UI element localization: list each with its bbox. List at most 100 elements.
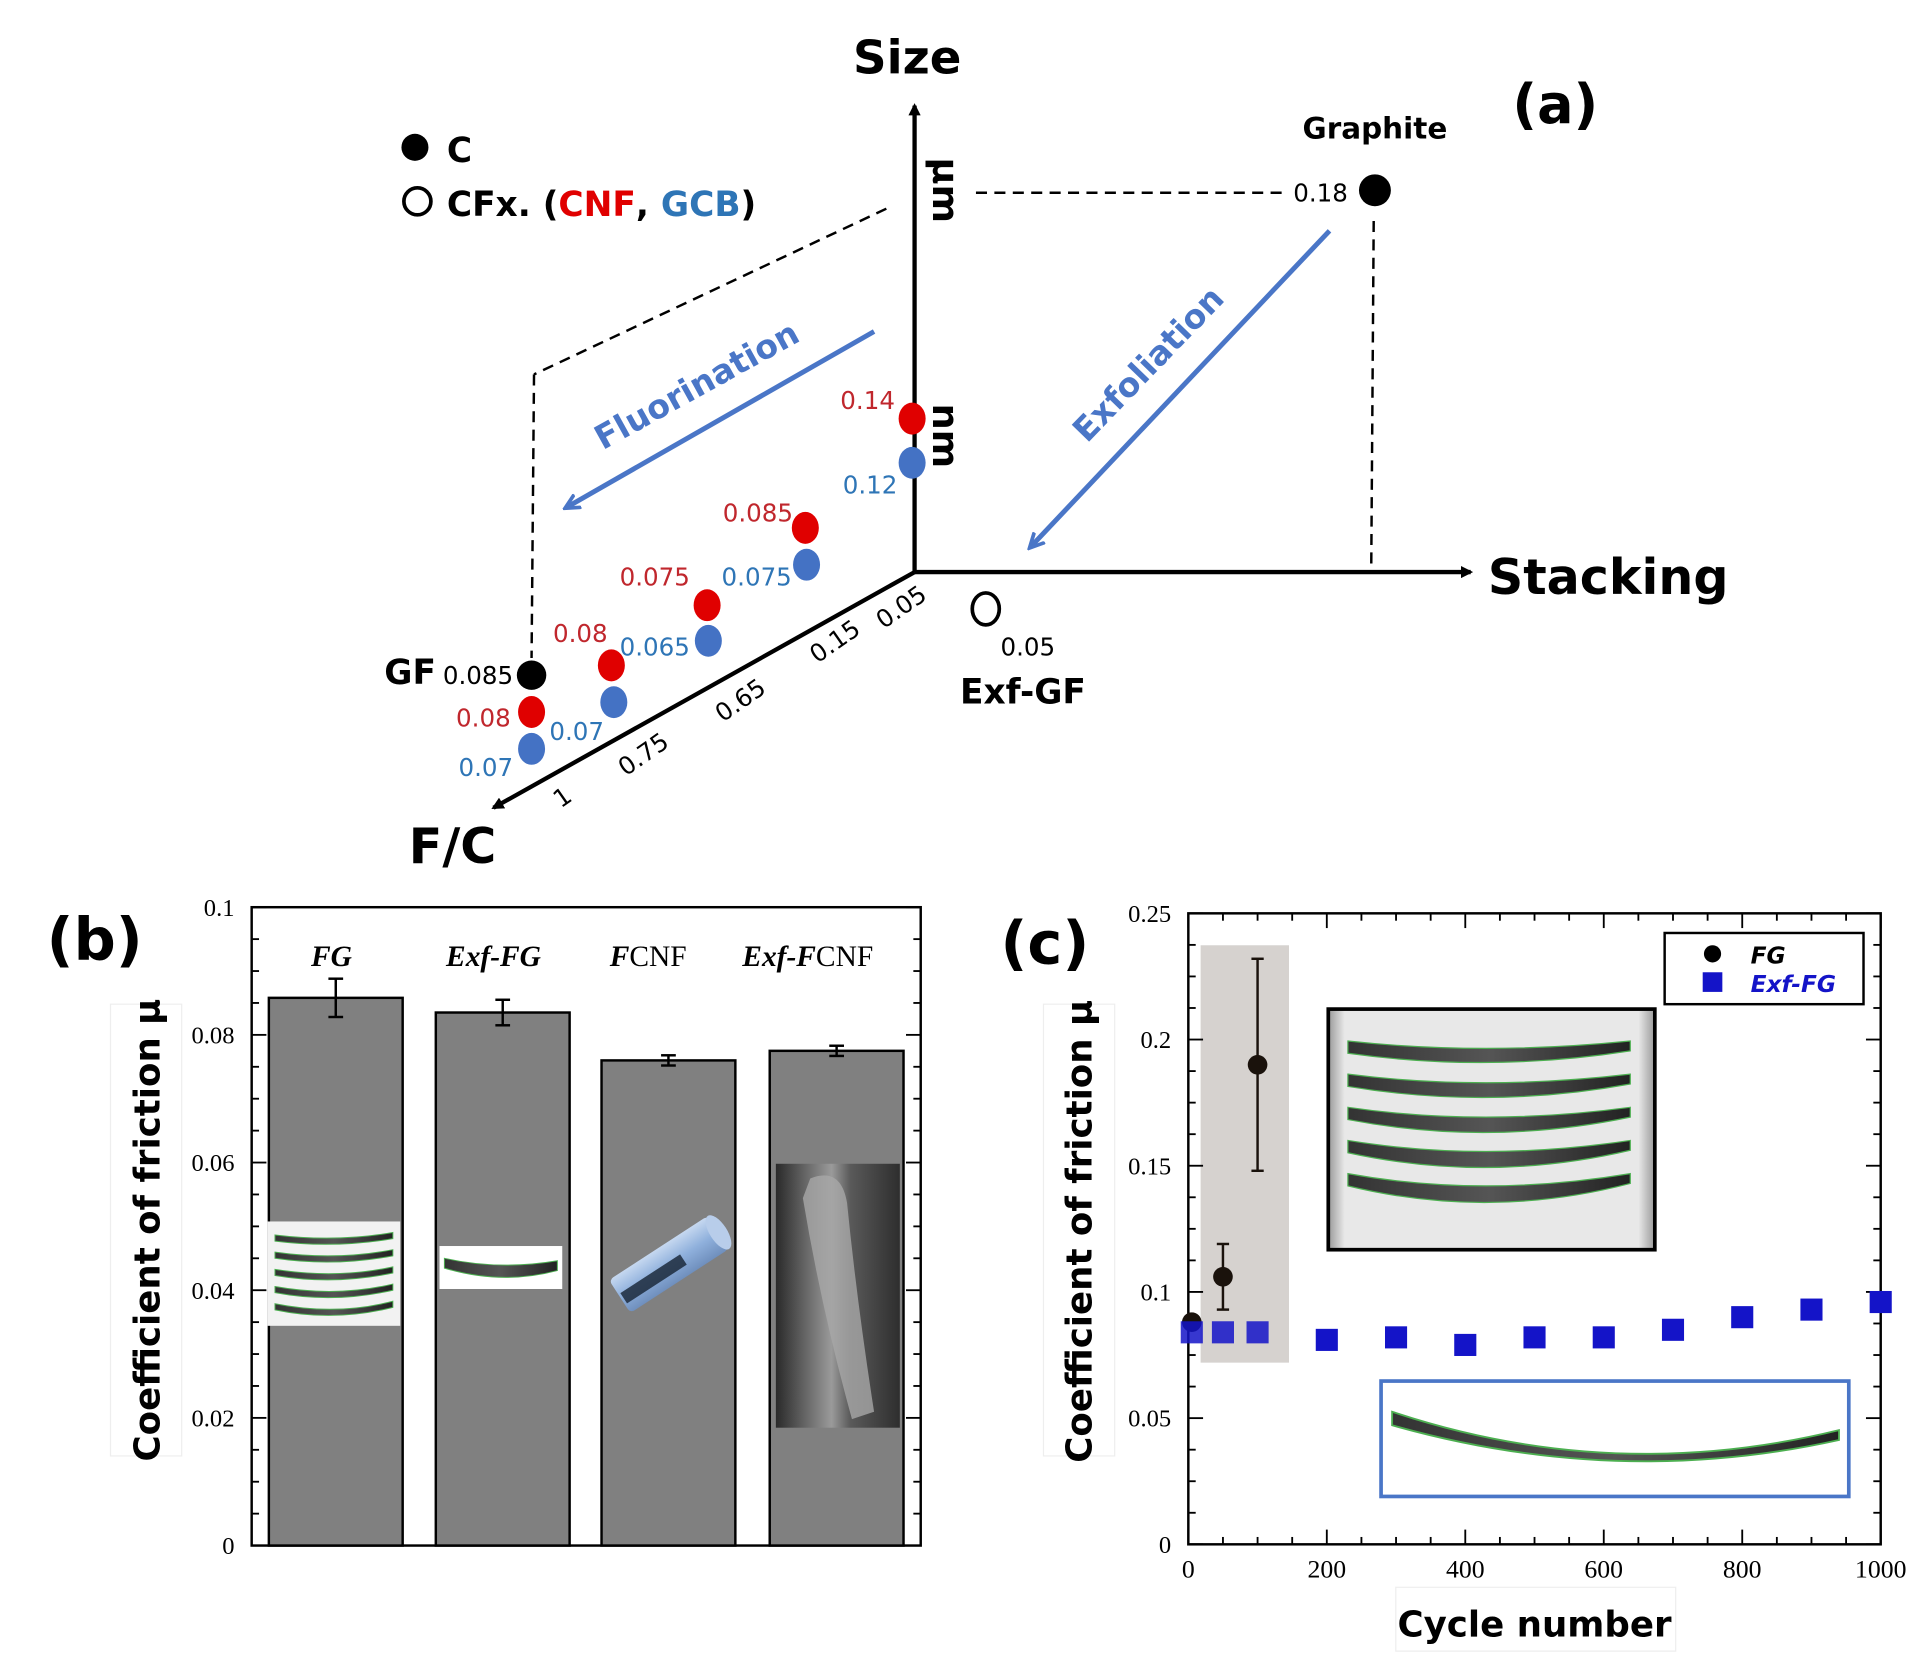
c-x-tick-label: 1000 (1855, 1554, 1907, 1583)
c-x-tick-label: 0 (1182, 1554, 1195, 1583)
c-plot-area: 0 0.05 0.1 0.15 0.2 0.25 0 200 400 600 800 1000 FGEx… (1128, 901, 1906, 1584)
b-y-axis-label: Coefficient of friction µ (128, 999, 169, 1462)
cnf-point-label: 0.075 (620, 563, 690, 592)
fg-point (1247, 1054, 1268, 1075)
graphene-layer (1347, 1073, 1631, 1099)
gcb-point-label: 0.07 (458, 753, 513, 782)
c-y-tick-label: 0.2 (1140, 1027, 1171, 1054)
exf-fg-point (1211, 1321, 1235, 1344)
legend-fg-marker (1703, 945, 1722, 963)
cnf-point (898, 402, 926, 435)
graphene-layer (1347, 1139, 1631, 1169)
exf-gf-marker (970, 591, 1002, 627)
graphene-layer (1347, 1106, 1631, 1134)
cnf-point-label: 0.08 (456, 704, 511, 733)
c-y-tick-label: 0.05 (1128, 1406, 1171, 1433)
nanofiber-core (620, 1254, 687, 1304)
graphene-layer (274, 1231, 394, 1245)
um-label: µm (924, 158, 967, 223)
exf-fg-point (1661, 1318, 1685, 1341)
gcb-point-label: 0.12 (843, 470, 898, 499)
bar-category-label: Exf-FCNF (741, 941, 873, 973)
exfoliation-arrow (1031, 229, 1332, 546)
fg-structure-image (267, 1221, 401, 1326)
b-plot-area: 00.020.040.060.080.1FG Exf-FG FCNF Exf-FCNF (192, 895, 922, 1560)
graphite-marker (1358, 174, 1391, 207)
sem-fiber (802, 1175, 875, 1420)
fc-tick-label: 0.05 (870, 579, 931, 634)
cfx-points: 0.14 0.12 0.085 0.075 0.075 0.065 0.08 0.07 0.08… (456, 386, 926, 782)
gf-label: GF (384, 653, 436, 693)
exf-fg-point (1523, 1326, 1546, 1349)
fg-stack-inset (1326, 1007, 1657, 1252)
c-x-tick-label: 200 (1307, 1554, 1346, 1583)
fc-axis (491, 570, 916, 810)
cnf-point (693, 589, 721, 622)
gf-guide-v (530, 374, 536, 659)
bar-category-label: FG (310, 941, 352, 973)
cnf-point-label: 0.085 (723, 499, 793, 528)
gf-marker (516, 660, 547, 690)
gf-guide-top (533, 207, 887, 376)
category-italic: FG (310, 941, 352, 973)
c-y-axis-label: Coefficient of friction µ (1059, 1000, 1100, 1463)
size-axis-label: Size (853, 31, 961, 85)
c-y-tick-label: 0.25 (1128, 901, 1171, 928)
exf-fg-point (1731, 1306, 1754, 1329)
graphene-layer (274, 1266, 394, 1281)
panel-label-c: (c) (1001, 909, 1090, 978)
exf-fg-structure-image (439, 1246, 563, 1289)
panel-label-a: (a) (1512, 73, 1598, 136)
legend-gcb: GCB (661, 185, 741, 225)
category-italic: F (609, 941, 630, 973)
fcnf-nanofiber-image (610, 1215, 732, 1312)
legend-cfx-marker (402, 185, 433, 217)
gf-value: 0.085 (443, 661, 513, 690)
legend-cnf: CNF (558, 185, 635, 225)
bar-category-label: FCNF (609, 941, 687, 973)
early-cycles-highlight (1200, 945, 1289, 1363)
c-y-tick-label: 0.15 (1128, 1153, 1171, 1180)
fc-tick-label: 0.15 (804, 614, 865, 669)
bar-fcnf (600, 1059, 737, 1547)
category-italic: Exf-F (741, 941, 816, 973)
b-y-tick-label: 0.02 (192, 1405, 235, 1432)
legend-cfx-prefix: CFx. ( (447, 185, 559, 225)
graphite-label: Graphite (1303, 112, 1448, 146)
gcb-point (694, 624, 722, 657)
c-xlabel-box (1395, 1586, 1677, 1652)
fg-point (1213, 1266, 1233, 1287)
c-x-tick-label: 400 (1446, 1554, 1485, 1583)
legend-suffix: ) (741, 185, 757, 225)
exf-fg-point (1592, 1326, 1615, 1349)
panel-label-b: (b) (47, 905, 143, 974)
graphene-layer (274, 1300, 394, 1316)
legend-c-marker (401, 133, 429, 161)
fc-axis-label: F/C (409, 817, 497, 875)
category-plain: CNF (816, 941, 873, 973)
b-y-tick-label: 0.08 (192, 1022, 235, 1049)
b-y-tick-label: 0.04 (192, 1278, 235, 1305)
b-y-tick-label: 0.1 (204, 895, 235, 922)
cnf-point (791, 511, 819, 544)
legend-cfx-label: CFx. (CNF, GCB) (447, 185, 756, 225)
graphite-guide-v (1370, 220, 1375, 568)
gcb-point (898, 446, 926, 479)
graphene-layer (274, 1249, 394, 1263)
gcb-point-label: 0.065 (620, 633, 690, 662)
exf-fg-point (1384, 1326, 1408, 1349)
exf-fg-point (1180, 1321, 1203, 1344)
gcb-point (518, 732, 546, 765)
graphene-layer (274, 1283, 394, 1299)
exf-fcnf-sem-image (775, 1163, 900, 1428)
exf-fg-point (1246, 1321, 1269, 1344)
exf-fg-point (1315, 1328, 1338, 1351)
c-legend-frame (1663, 931, 1865, 1006)
b-y-tick-label: 0.06 (192, 1150, 235, 1177)
category-plain: CNF (629, 941, 686, 973)
fluorination-arrow (567, 329, 876, 507)
c-y-tick-label: 0.1 (1140, 1280, 1171, 1307)
exf-gf-value: 0.05 (1001, 633, 1056, 662)
